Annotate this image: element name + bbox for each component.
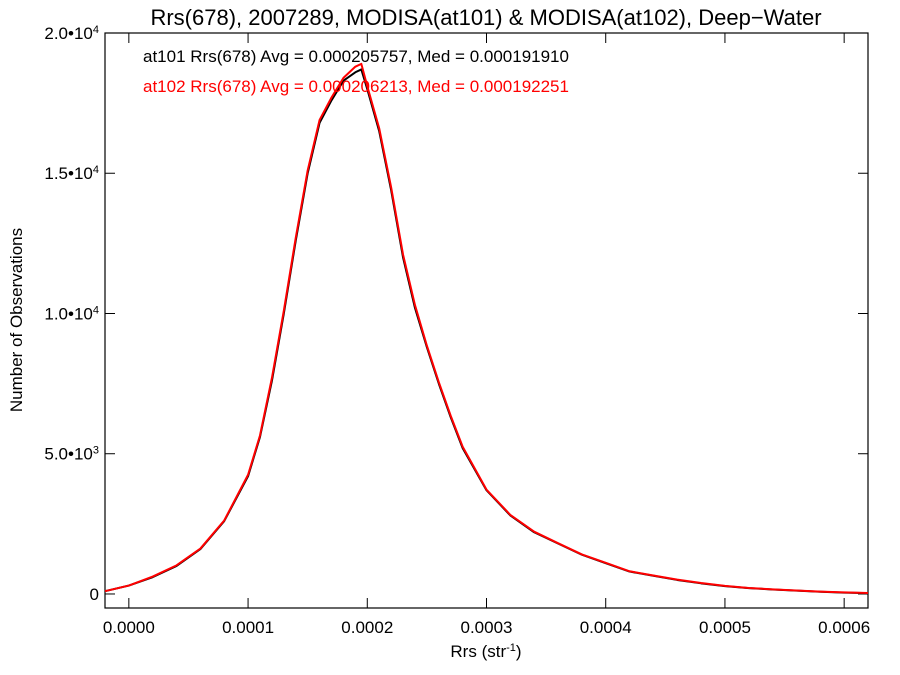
x-axis: 0.0000 0.0001 0.0002 0.0003 0.0004 0.0005 0.00… [103,33,870,637]
y-axis: 0 5.0•103 1.0•104 1.5•104 2.0•104 [44,24,868,604]
x-tick-label: 0.0004 [580,618,632,637]
chart-title: Rrs(678), 2007289, MODISA(at101) & MODIS… [150,5,821,30]
annotation-at101: at101 Rrs(678) Avg = 0.000205757, Med = … [143,47,569,66]
x-tick-label: 0.0005 [699,618,751,637]
y-tick-label: 0 [90,585,99,604]
y-tick-label: 1.0•104 [44,304,99,323]
x-axis-label: Rrs (str-1) [450,642,521,661]
x-axis-label-close: ) [516,642,522,661]
y-axis-label: Number of Observations [7,228,26,412]
series-line-at102 [104,62,869,594]
plot-frame [104,32,869,609]
x-tick-label: 0.0006 [818,618,870,637]
x-axis-label-superscript: -1 [506,642,516,654]
x-tick-label: 0.0003 [461,618,513,637]
x-axis-label-text: Rrs (str [450,642,506,661]
y-tick-label: 1.5•104 [44,164,99,183]
y-tick-label: 2.0•104 [44,24,99,43]
y-tick-label: 5.0•103 [44,445,99,464]
x-tick-label: 0.0002 [341,618,393,637]
series-line-at101 [104,68,869,595]
x-tick-label: 0.0001 [222,618,274,637]
annotation-at102: at102 Rrs(678) Avg = 0.000206213, Med = … [143,77,569,96]
series-layer [104,62,869,595]
x-tick-label: 0.0000 [103,618,155,637]
